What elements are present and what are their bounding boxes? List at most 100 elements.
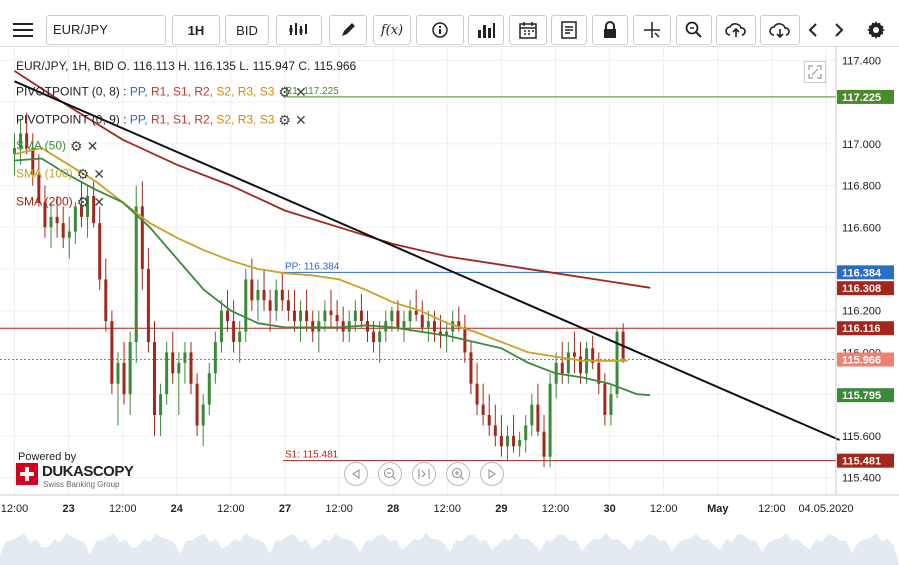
indicator-gear-icon[interactable]: ⚙ — [76, 166, 90, 182]
candle-body — [219, 310, 223, 342]
zoom-in-button[interactable] — [446, 462, 470, 486]
price-chart[interactable]: R1: 117.225 PP: 116.384 S1: 115.481 115.40… — [0, 46, 899, 565]
symbol-input[interactable]: EUR/JPY — [46, 15, 166, 45]
indicator-gear-icon[interactable]: ⚙ — [278, 84, 291, 100]
indicators-button[interactable]: f(x) — [373, 15, 411, 45]
candle-body — [122, 362, 126, 395]
zoom-button[interactable] — [676, 15, 712, 45]
candle-body — [213, 342, 217, 374]
fit-icon — [418, 469, 430, 479]
indicator-name: PIVOTPOINT (0, 8) — [16, 84, 120, 99]
table-icon — [561, 21, 577, 39]
candle-body — [493, 425, 497, 436]
candle-body — [560, 362, 564, 374]
indicator-gear-icon[interactable]: ⚙ — [278, 112, 291, 128]
candle-body — [61, 223, 65, 238]
info-button[interactable] — [416, 15, 464, 45]
volume-button[interactable] — [468, 15, 504, 45]
menu-button[interactable] — [6, 15, 40, 45]
scroll-right-button[interactable] — [828, 15, 850, 45]
candle-body — [134, 206, 138, 342]
candle-body — [518, 440, 522, 447]
indicator-close-icon[interactable]: ✕ — [93, 194, 105, 210]
period-button[interactable]: 1H — [172, 15, 220, 45]
x-tick-label: 30 — [603, 503, 615, 515]
candle-body — [335, 314, 339, 322]
series-sma-100- — [14, 147, 628, 362]
indicator-gear-icon[interactable]: ⚙ — [70, 138, 83, 154]
level-label-s1: S1: 115.481 — [285, 450, 339, 461]
reset-zoom-button[interactable] — [412, 462, 436, 486]
draw-button[interactable] — [329, 15, 367, 45]
candle-body — [420, 314, 424, 328]
expand-button[interactable] — [804, 61, 826, 83]
price-badge — [837, 89, 894, 104]
x-tick-label: 24 — [171, 503, 184, 515]
x-tick-label: 28 — [387, 503, 399, 515]
indicator-gear-icon[interactable]: ⚙ — [76, 194, 90, 210]
indicator-legend-row[interactable]: SMA (100) ⚙ ✕ — [16, 166, 105, 183]
candle-body — [67, 231, 71, 238]
pivot-level-pp: PP, — [129, 84, 151, 99]
pivot-level-r2: R2, — [194, 112, 217, 127]
indicator-legend-row[interactable]: PIVOTPOINT (0, 8) : PP, R1, S1, R2, S2, … — [16, 84, 307, 101]
zoom-out-button[interactable] — [378, 462, 402, 486]
chart-type-button[interactable] — [276, 15, 322, 45]
indicator-close-icon[interactable]: ✕ — [93, 166, 105, 182]
pivot-level-r1: R1, — [150, 84, 173, 99]
candle-body — [201, 404, 205, 426]
y-tick-label: 116.600 — [842, 222, 881, 234]
upload-button[interactable] — [716, 15, 756, 45]
candle-body — [609, 394, 613, 415]
indicator-close-icon[interactable]: ✕ — [294, 112, 307, 128]
indicator-name: SMA (100) — [16, 166, 73, 181]
upload-icon — [725, 23, 746, 37]
x-tick-label: 27 — [279, 503, 291, 515]
candle-body — [171, 352, 175, 374]
nav-prev-button[interactable] — [344, 462, 368, 486]
download-button[interactable] — [760, 15, 800, 45]
y-tick-label: 116.800 — [842, 181, 881, 193]
candle-body — [366, 321, 369, 332]
candle-body — [244, 279, 248, 332]
crosshair-button[interactable] — [633, 15, 671, 45]
candle-body — [256, 289, 260, 301]
indicator-close-icon[interactable]: ✕ — [86, 138, 99, 154]
lock-button[interactable] — [592, 15, 628, 45]
series-sma-200- — [14, 70, 651, 289]
price-badge-label: 115.481 — [842, 456, 881, 468]
candle-body — [572, 352, 576, 357]
candle-body — [299, 310, 303, 322]
candle-body — [432, 321, 436, 332]
price-badge-label: 115.795 — [842, 390, 881, 402]
download-icon — [769, 23, 790, 39]
candle-body — [286, 300, 290, 311]
nav-next-button[interactable] — [480, 462, 504, 486]
x-tick-label: 04.05.2020 — [798, 503, 853, 515]
settings-button[interactable] — [862, 15, 890, 45]
table-button[interactable] — [551, 15, 587, 45]
indicator-legend-row[interactable]: SMA (200) ⚙ ✕ — [16, 194, 105, 211]
indicator-legend-row[interactable]: PIVOTPOINT (0, 9) : PP, R1, S1, R2, S2, … — [16, 112, 307, 129]
ohlc-legend: EUR/JPY, 1H, BID O. 116.113 H. 116.135 L… — [16, 59, 357, 73]
zoom-out-icon — [384, 468, 396, 480]
pivot-level-levels_sep: : — [119, 112, 130, 127]
chevron-right-icon — [835, 23, 844, 37]
candle-body — [250, 279, 254, 301]
x-tick-label: 12:00 — [1, 503, 29, 515]
candle-body — [292, 310, 296, 322]
indicator-legend-row[interactable]: SMA (50) ⚙ ✕ — [16, 138, 98, 155]
price-badges: 117.225 116.384 116.308 116.116 115.966 115.7… — [837, 89, 894, 468]
candle-body — [159, 394, 163, 415]
crosshair-icon — [644, 22, 660, 38]
fx-icon: f(x) — [380, 22, 404, 38]
indicator-close-icon[interactable]: ✕ — [294, 84, 307, 100]
calendar-icon — [519, 22, 537, 39]
candle-body — [37, 175, 41, 203]
candle-body — [79, 206, 83, 217]
scroll-left-button[interactable] — [802, 15, 824, 45]
y-tick-label: 116.200 — [842, 306, 881, 318]
powered-by: Powered by — [18, 451, 77, 463]
side-button[interactable]: BID — [225, 15, 269, 45]
calendar-button[interactable] — [509, 15, 547, 45]
